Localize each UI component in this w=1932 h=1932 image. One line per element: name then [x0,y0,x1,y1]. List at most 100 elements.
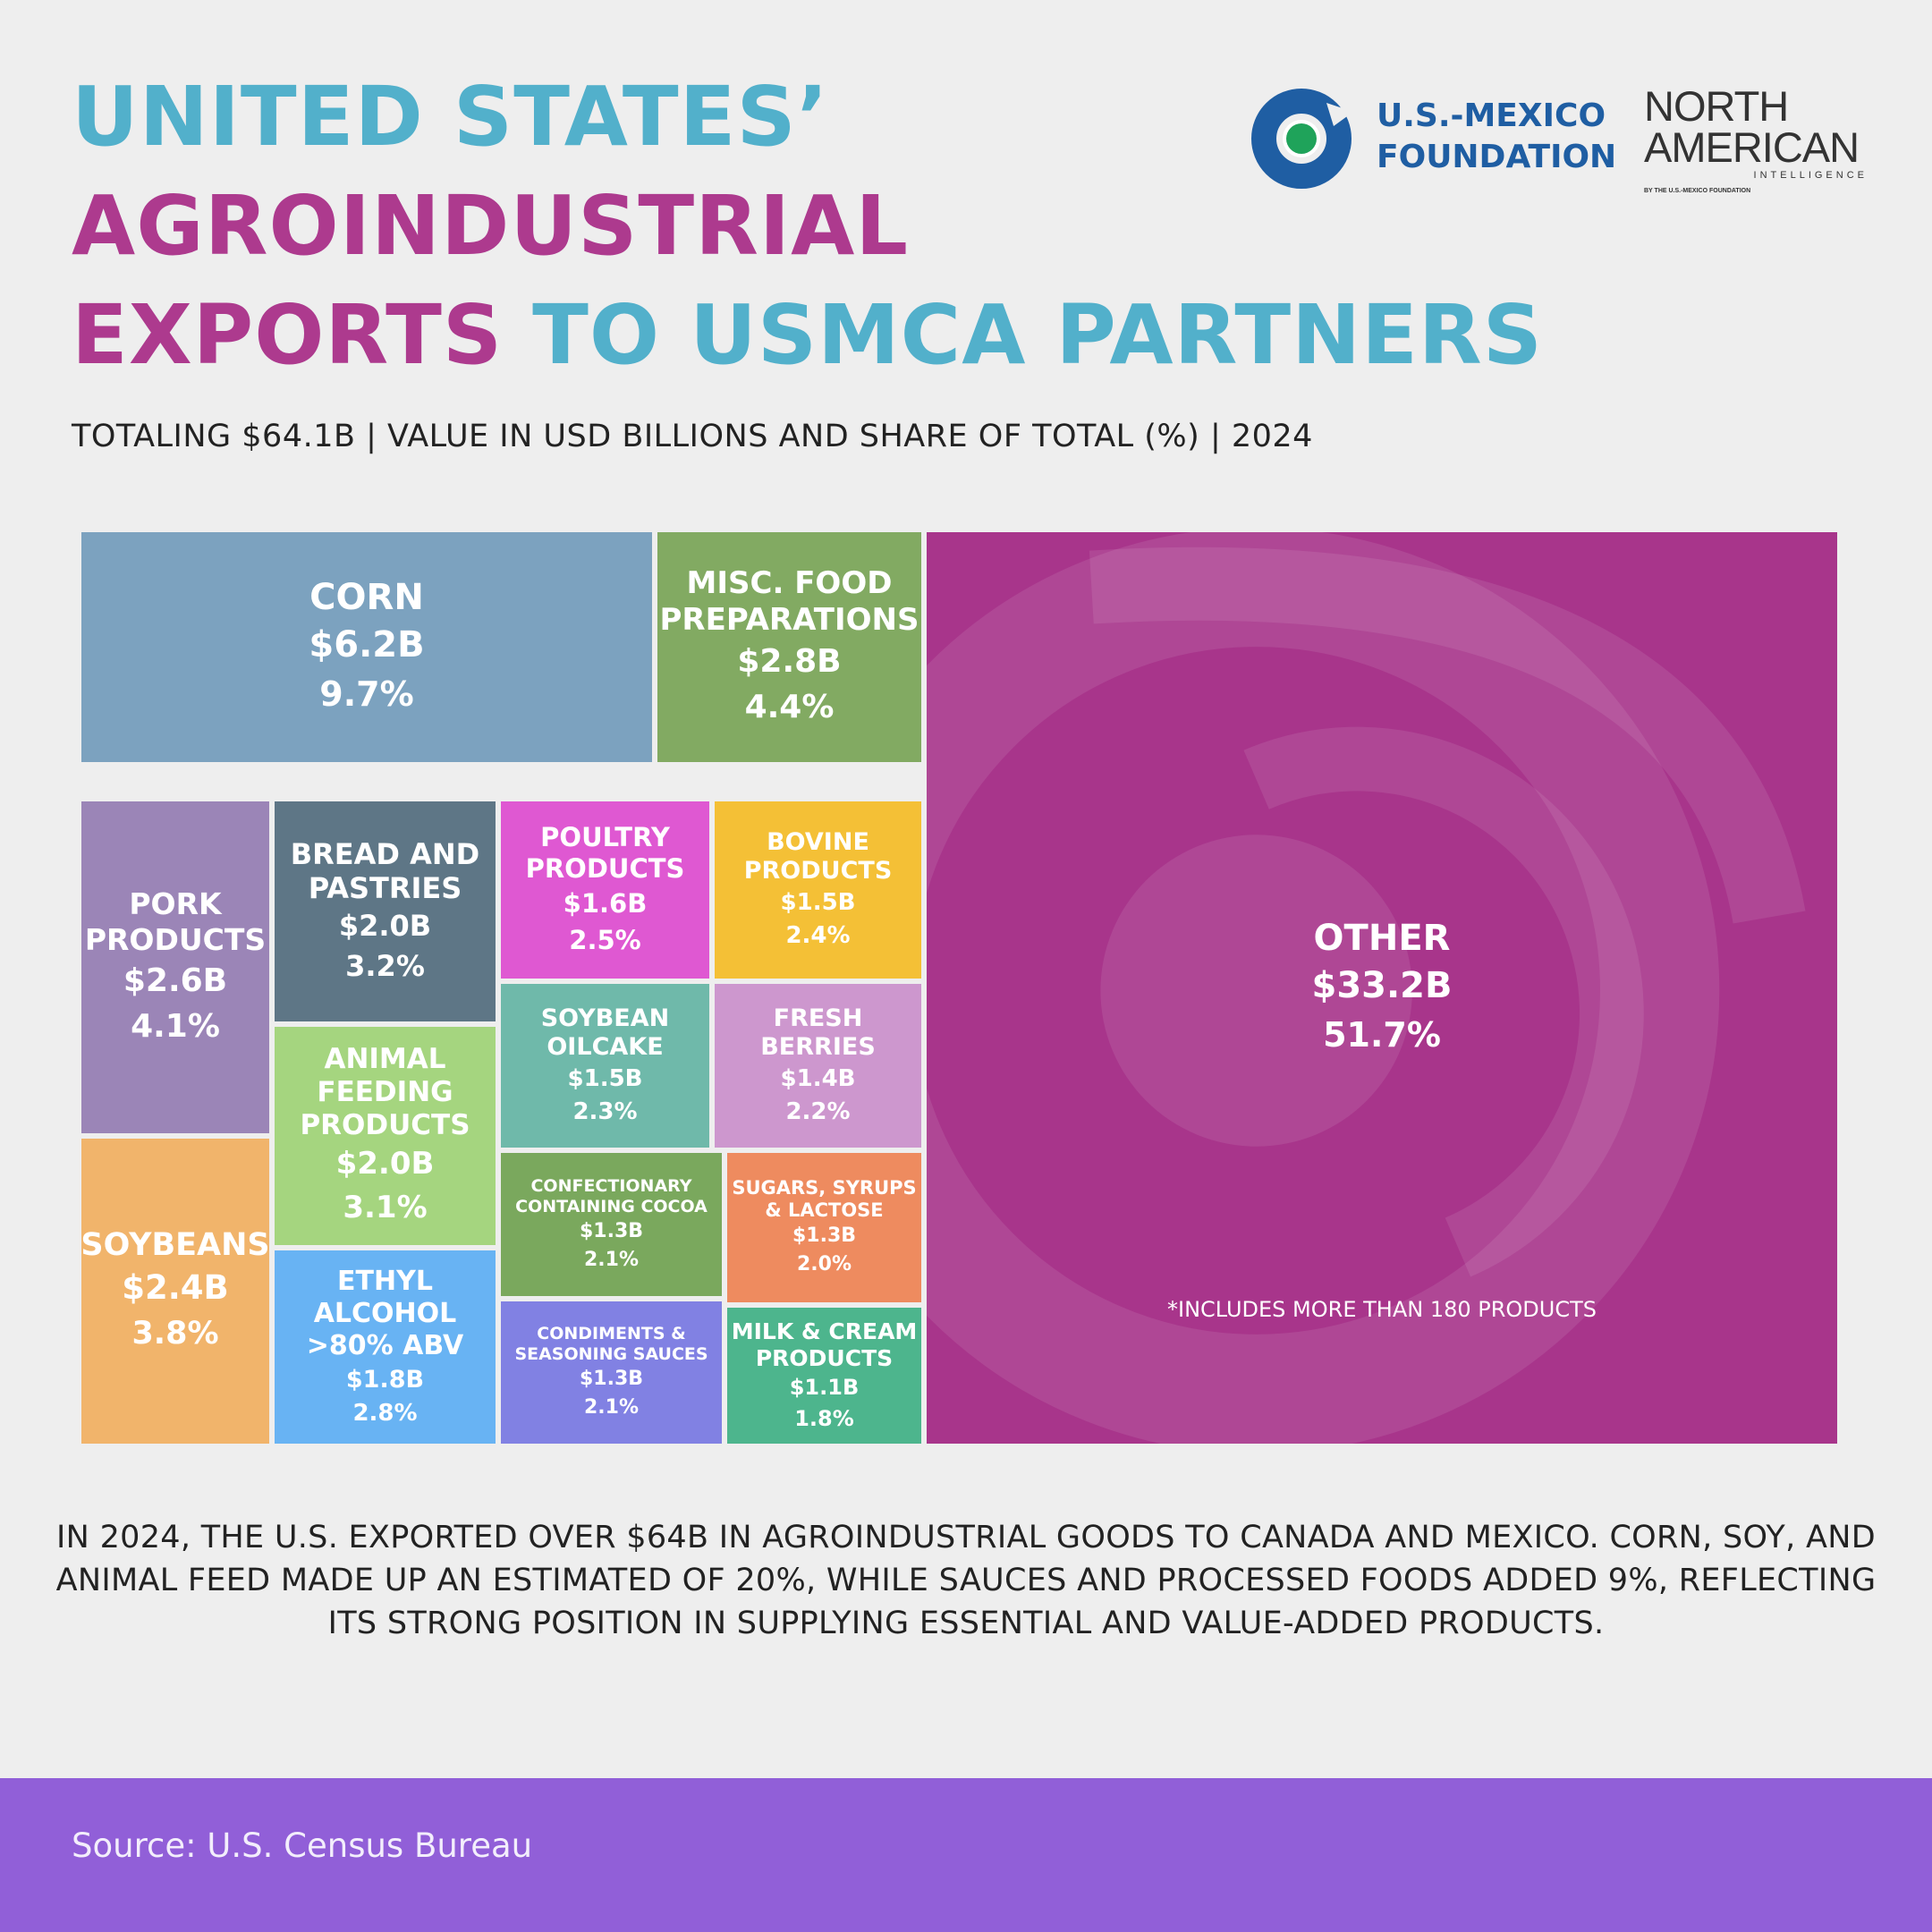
usmf-wordmark: U.S.-MEXICO FOUNDATION [1377,96,1616,178]
swirl-watermark-icon [927,532,1806,1444]
treemap-tile-other: OTHER $33.2B 51.7% *INCLUDES MORE THAN 180 … [924,530,1840,1446]
tile-label: SEASONING SAUCES [514,1344,708,1364]
treemap-tile-sugars: SUGARS, SYRUPS & LACTOSE $1.3B 2.0% [724,1150,924,1305]
tile-label: CORN [309,577,424,618]
usmf-line-2: FOUNDATION [1377,139,1617,175]
footer-bar: Source: U.S. Census Bureau [0,1778,1932,1932]
treemap-tile-misc: MISC. FOOD PREPARATIONS $2.8B 4.4% [655,530,924,765]
tile-share: 3.8% [131,1316,219,1352]
tile-label: & LACTOSE [765,1199,884,1221]
tile-label: PRODUCTS [300,1109,470,1141]
chart-title: UNITED STATES’ AGROINDUSTRIAL EXPORTS TO… [72,63,1543,390]
tile-value: $2.6B [123,962,228,999]
treemap-tile-animal: ANIMAL FEEDING PRODUCTS $2.0B 3.1% [272,1024,498,1248]
tile-label: PORK [129,886,222,921]
tile-label: PRODUCTS [755,1344,894,1371]
na-line-4: BY THE U.S.-MEXICO FOUNDATION [1644,188,1751,194]
north-american-intelligence-logo: NORTH AMERICAN INTELLIGENCE BY THE U.S.-… [1644,82,1877,202]
treemap-tile-bread: BREAD AND PASTRIES $2.0B 3.2% [272,799,498,1024]
na-line-1: NORTH [1644,82,1789,130]
tile-label: PRODUCTS [84,921,267,957]
source-text: Source: U.S. Census Bureau [72,1826,533,1865]
tile-value: $1.1B [789,1374,860,1400]
tile-value: $1.8B [345,1365,425,1394]
tile-label: ALCOHOL [313,1297,457,1329]
treemap-tile-soyoil: SOYBEAN OILCAKE $1.5B 2.3% [498,981,712,1150]
tile-label: SOYBEANS [80,1227,270,1263]
usmf-ring-icon [1251,89,1353,189]
tile-share: 51.7% [1323,1015,1441,1055]
treemap-tile-milk: MILK & CREAM PRODUCTS $1.1B 1.8% [724,1305,924,1446]
tile-label: FRESH [773,1004,863,1032]
treemap-tile-confect: CONFECTIONARY CONTAINING COCOA $1.3B 2.1% [498,1150,724,1299]
tile-share: 4.1% [131,1007,220,1045]
na-line-2: AMERICAN [1644,123,1860,171]
title-line-2: AGROINDUSTRIAL [72,178,909,274]
tile-label: FEEDING [317,1076,453,1108]
tile-label: BOVINE [767,828,869,856]
tile-label: SUGARS, SYRUPS [732,1177,917,1199]
tile-label: MISC. FOOD [686,564,893,601]
chart-subtitle: TOTALING $64.1B | VALUE IN USD BILLIONS … [72,419,1313,454]
tile-share: 3.1% [343,1190,428,1225]
treemap-tile-pork: PORK PRODUCTS $2.6B 4.1% [79,799,272,1136]
tile-share: 2.3% [572,1097,638,1125]
usmf-line-1: U.S.-MEXICO [1377,97,1606,134]
tile-label: POULTRY [540,821,670,852]
treemap-tile-poultry: POULTRY PRODUCTS $1.6B 2.5% [498,799,712,981]
tile-label: ANIMAL [324,1043,446,1075]
tile-share: 9.7% [319,674,414,714]
tile-value: $1.3B [792,1224,857,1247]
tile-share: 1.8% [794,1405,854,1431]
treemap-tile-corn: CORN $6.2B 9.7% [79,530,655,765]
treemap-tile-condiments: CONDIMENTS & SEASONING SAUCES $1.3B 2.1% [498,1299,724,1446]
treemap: CORN $6.2B 9.7% MISC. FOOD PREPARATIONS $2.8B… [79,530,1840,1446]
treemap-tile-bovine: BOVINE PRODUCTS $1.5B 2.4% [712,799,924,981]
tile-share: 4.4% [744,688,835,725]
treemap-tile-soybeans: SOYBEANS $2.4B 3.8% [79,1136,272,1446]
title-line-1: UNITED STATES’ [72,69,829,165]
tile-share: 2.1% [583,1396,639,1419]
treemap-tile-ethyl: ETHYL ALCOHOL >80% ABV $1.8B 2.8% [272,1248,498,1446]
tile-value: $2.4B [122,1268,229,1307]
tile-note: *INCLUDES MORE THAN 180 PRODUCTS [1167,1297,1597,1322]
tile-label: PASTRIES [308,870,462,905]
tile-label: BERRIES [760,1032,876,1061]
tile-label: >80% ABV [306,1329,464,1361]
tile-share: 2.5% [569,924,641,955]
tile-label: ETHYL [337,1265,433,1297]
tile-label: PRODUCTS [525,852,685,884]
tile-value: $33.2B [1311,965,1453,1006]
tile-share: 2.8% [352,1399,418,1427]
tile-share: 2.2% [785,1097,851,1125]
tile-label: BREAD AND [290,836,480,871]
title-line-3-partners: TO USMCA PARTNERS [503,287,1544,383]
tile-value: $1.6B [563,887,648,919]
tile-label: MILK & CREAM [731,1318,918,1344]
title-line-3-exports: EXPORTS [72,287,504,383]
tile-value: $2.8B [737,642,842,680]
tile-label: PREPARATIONS [659,601,919,638]
treemap-tile-berries: FRESH BERRIES $1.4B 2.2% [712,981,924,1150]
tile-value: $1.5B [780,889,856,916]
tile-label: SOYBEAN [540,1004,670,1032]
tile-value: $6.2B [309,624,425,665]
tile-label: CONDIMENTS & [537,1324,686,1343]
tile-label: OTHER [1313,918,1451,959]
tile-value: $2.0B [335,1146,435,1182]
tile-value: $1.3B [579,1219,644,1242]
tile-share: 2.4% [785,922,851,949]
tile-share: 2.0% [796,1253,852,1275]
na-line-3: INTELLIGENCE [1753,170,1868,181]
tile-value: $2.0B [338,908,432,943]
tile-value: $1.3B [579,1368,644,1390]
tile-share: 3.2% [345,948,425,983]
usmf-logo: U.S.-MEXICO FOUNDATION [1248,85,1623,192]
tile-value: $1.4B [780,1064,856,1092]
tile-label: CONFECTIONARY [530,1175,692,1196]
tile-value: $1.5B [567,1064,643,1092]
tile-label: PRODUCTS [743,857,893,885]
title-line-3: EXPORTS TO USMCA PARTNERS [72,281,1543,390]
tile-share: 2.1% [583,1248,639,1271]
description-text: IN 2024, THE U.S. EXPORTED OVER $64B IN … [55,1520,1877,1641]
